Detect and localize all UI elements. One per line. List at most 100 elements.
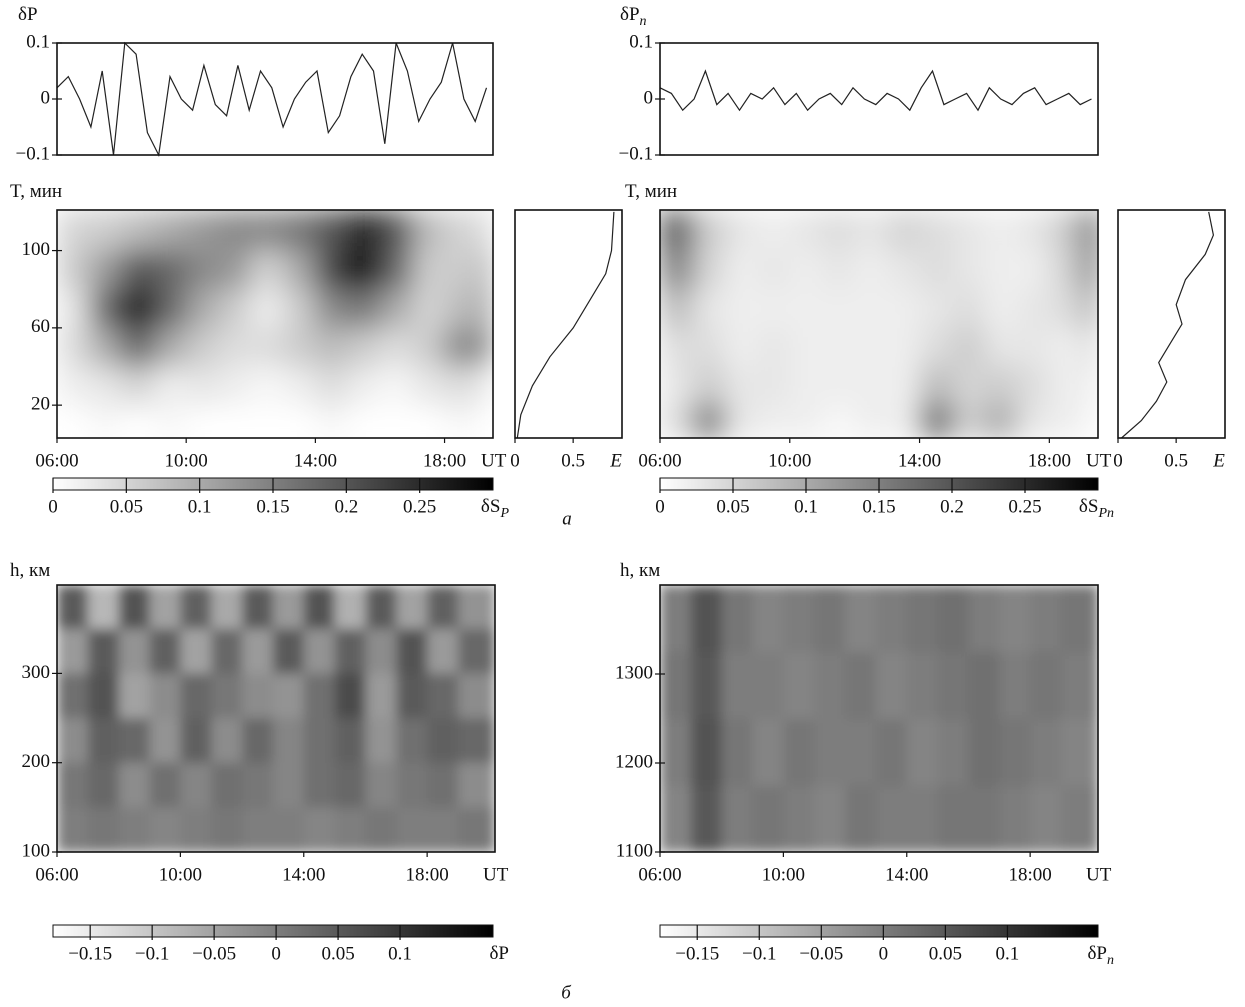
heatmap-cell [365,762,397,808]
y-tick-label: 300 [22,662,51,683]
heatmap-cell [1081,210,1098,252]
colorbar-tick-label: 0 [879,943,889,964]
y-axis-label: h, км [620,560,660,581]
heatmap-cell [457,718,495,764]
heatmap-cell [211,718,243,764]
heatmap-cell [121,210,155,252]
heatmap-cell [690,718,723,787]
colorbar-tick-label: −0.15 [68,943,112,964]
y-axis-label-main: δP [18,4,38,25]
heatmap-cell [999,785,1031,852]
heatmap-cell [242,673,274,719]
y-tick-label: 0.1 [26,31,50,52]
x-tick-label: 10:00 [768,450,811,471]
heatmap-cell [724,289,758,329]
x-tick-label: 06:00 [35,450,78,471]
heatmap-cell [283,405,316,438]
heatmap-cell [87,628,120,674]
heatmap-cell [906,785,939,852]
heatmap-cell [149,585,181,630]
heatmap-cell [444,366,478,406]
heatmap-cell [250,405,284,438]
heatmap-cell [1030,718,1062,787]
heatmap-cell [283,210,316,252]
heatmap-cell [757,366,791,406]
heatmap-cell [272,585,305,630]
y-tick-label: 100 [22,840,51,861]
colorbar-tick-label: −0.15 [675,943,719,964]
heatmap-cell [822,250,856,290]
heatmap-cell [379,250,413,290]
heatmap-cell [660,210,693,252]
heatmap-cell [250,327,284,368]
heatmap-cell [87,807,120,852]
heatmap-cell [752,785,784,852]
heatmap-cell [57,289,90,329]
heatmap-cell [984,366,1018,406]
heatmap-cell [218,289,252,329]
colorbar-tick-label: 0.2 [940,496,964,517]
heatmap [57,210,493,438]
colorbar-tick-label: 0.25 [1008,496,1041,517]
heatmap-cell [952,250,985,290]
heatmap-cell [303,807,336,852]
heatmap-cell [89,366,123,406]
heatmap-cell [1060,785,1098,852]
heatmap-cell [1016,210,1050,252]
heatmap-cell [427,807,459,852]
heatmap-cell [660,250,693,290]
heatmap-cell [250,210,284,252]
heatmap-cell [1016,289,1050,329]
heatmap-cell [334,762,366,808]
x-axis-label: E [609,450,622,471]
x-tick-label: 06:00 [638,450,681,471]
heatmap-cell [822,327,856,368]
heatmap-cell [822,366,856,406]
y-tick-label: 20 [31,394,50,415]
colorbar-label: δSPn [1079,496,1114,521]
heatmap-cell [347,250,381,290]
heatmap-cell [875,652,908,720]
heatmap-cell [854,250,888,290]
heatmap-cell [272,628,305,674]
y-tick-label: 0 [41,87,51,108]
heatmap-cell [180,628,212,674]
heatmap-cell [250,289,284,329]
heatmap [660,210,1098,438]
heatmap-cell [412,250,446,290]
heatmap-cell [89,405,123,438]
heatmap-cell [412,405,446,438]
y-axis-label-sub: n [640,14,647,29]
heatmap-cell [427,673,459,719]
heatmap-cell [724,250,758,290]
x-axis-label: E [1212,450,1225,471]
heatmap-cell [396,673,428,719]
heatmap-cell [427,585,459,630]
heatmap-cell [919,405,953,438]
heatmap-cell [250,366,284,406]
heatmap-cell [1049,405,1083,438]
heatmap-cell [854,405,888,438]
plot-frame [659,42,1099,156]
heatmap-cell [272,718,305,764]
heatmap-cell [218,250,252,290]
heatmap-cell [57,807,89,852]
heatmap-cell [724,366,758,406]
heatmap-cell [919,327,953,368]
heatmap-cell [757,250,791,290]
heatmap-cell [57,628,89,674]
heatmap-cell [1049,210,1083,252]
heatmap-cell [57,585,89,630]
heatmap-cell [692,289,726,329]
colorbar-tick-label: −0.1 [135,943,169,964]
heatmap-cell [757,289,791,329]
heatmap-cell [211,585,243,630]
heatmap-cell [121,405,155,438]
y-tick-label: 1200 [615,751,653,772]
colorbar-label-sub: Pn [1097,506,1114,521]
heatmap-cell [968,652,1000,720]
heatmap-cell [476,250,493,290]
heatmap-cell [427,628,459,674]
colorbar-label-main: δP [489,943,509,964]
heatmap-cell [887,327,921,368]
